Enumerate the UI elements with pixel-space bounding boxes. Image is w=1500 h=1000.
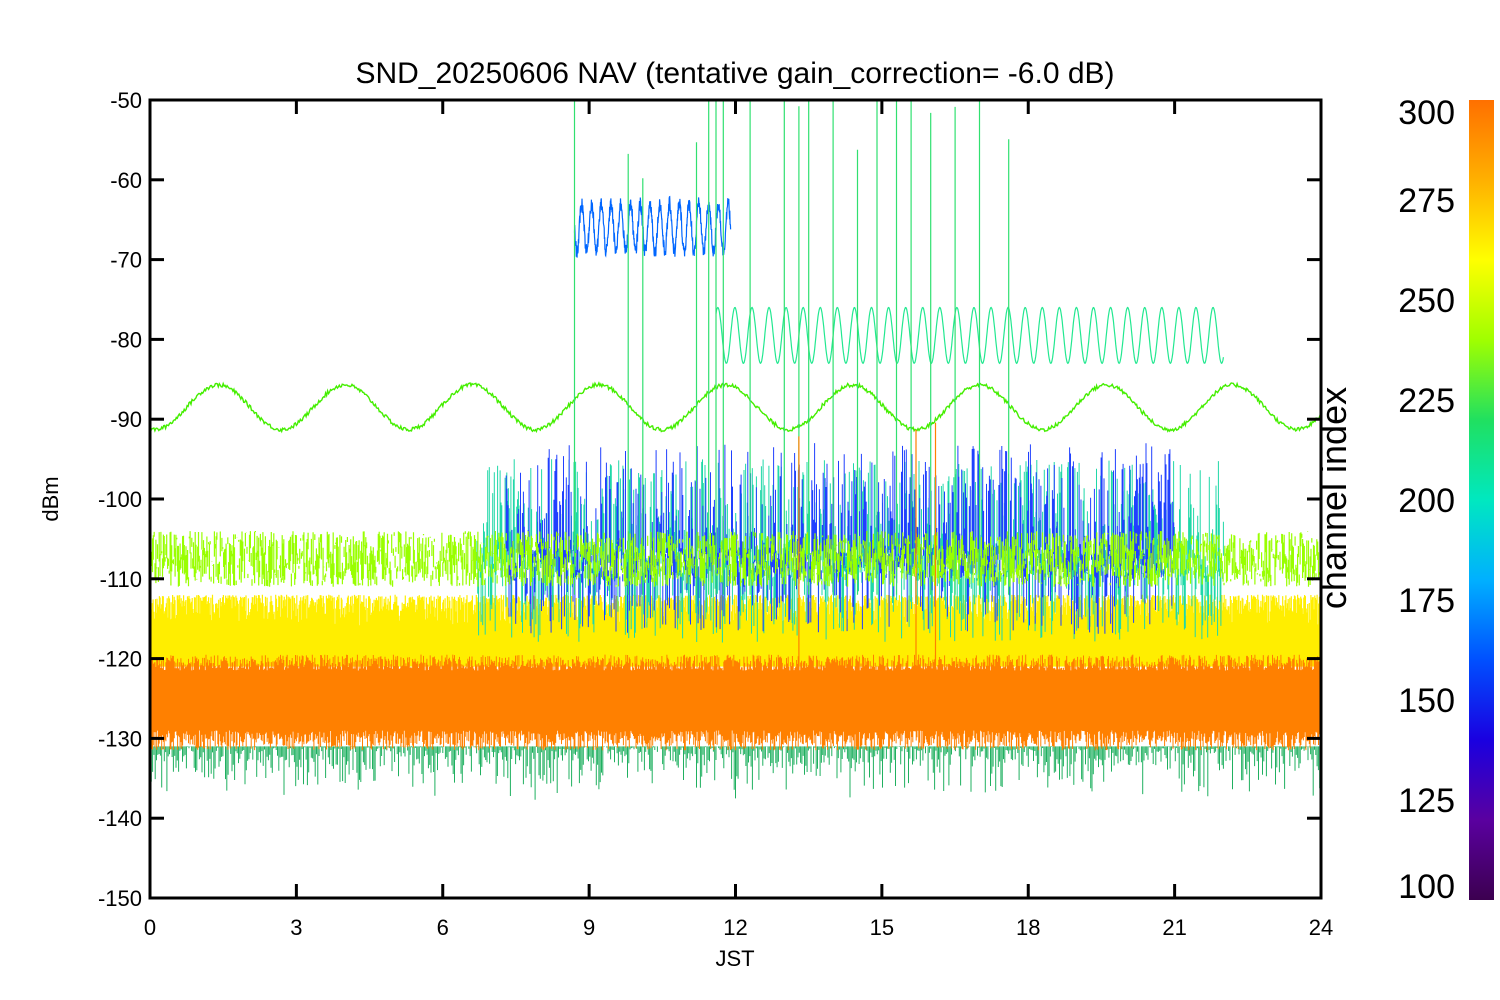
- colorbar: [1469, 100, 1494, 900]
- colorbar-tick-label: 275: [1398, 182, 1455, 220]
- colorbar-label: channel index: [1313, 387, 1354, 609]
- plot-area: [150, 100, 1321, 800]
- chart-title: SND_20250606 NAV (tentative gain_correct…: [355, 57, 1114, 90]
- series-ch268: [150, 594, 1321, 667]
- x-tick-label: 9: [583, 915, 595, 940]
- y-tick-label: -130: [98, 726, 142, 751]
- y-tick-label: -120: [98, 647, 142, 672]
- colorbar-tick-label: 125: [1398, 782, 1455, 820]
- x-tick-label: 0: [144, 915, 156, 940]
- colorbar-ticks: 300 275 250 225 200 175 150 125 100: [1398, 94, 1455, 906]
- y-tick-label: -90: [110, 407, 142, 432]
- y-axis: -50 -60 -70 -80 -90 -100 -110 -120 -130 -140 -150: [98, 88, 1321, 911]
- x-tick-label: 12: [723, 915, 747, 940]
- x-tick-label: 18: [1016, 915, 1040, 940]
- colorbar-tick-label: 150: [1398, 682, 1455, 720]
- series-ch290: [150, 654, 1321, 751]
- y-tick-label: -110: [100, 567, 142, 592]
- y-tick-label: -100: [98, 487, 142, 512]
- series-spikes-orange: [798, 422, 937, 675]
- x-axis: 0 3 6 9 12 15 18 21 24: [144, 100, 1333, 940]
- x-tick-label: 24: [1309, 915, 1333, 940]
- colorbar-tick-label: 225: [1398, 382, 1455, 420]
- y-tick-label: -140: [98, 806, 142, 831]
- colorbar-tick-label: 175: [1398, 582, 1455, 620]
- y-tick-label: -150: [98, 886, 142, 911]
- colorbar-tick-label: 250: [1398, 282, 1455, 320]
- y-tick-label: -80: [110, 327, 142, 352]
- colorbar-tick-label: 100: [1398, 868, 1455, 906]
- series-ch205: [715, 306, 1224, 365]
- y-tick-label: -70: [110, 248, 142, 273]
- y-axis-label: dBm: [38, 476, 63, 521]
- y-tick-label: -50: [110, 88, 142, 113]
- x-tick-label: 6: [437, 915, 449, 940]
- x-tick-label: 15: [870, 915, 894, 940]
- x-tick-label: 3: [290, 915, 302, 940]
- x-axis-label: JST: [715, 946, 754, 971]
- x-tick-label: 21: [1162, 915, 1186, 940]
- y-tick-label: -60: [110, 168, 142, 193]
- series-spikes: [573, 100, 1010, 595]
- series-ch160: [573, 195, 732, 258]
- colorbar-tick-label: 200: [1398, 482, 1455, 520]
- colorbar-tick-label: 300: [1398, 94, 1455, 132]
- series-noise-low: [150, 746, 1321, 800]
- series-ch240: [150, 381, 1321, 434]
